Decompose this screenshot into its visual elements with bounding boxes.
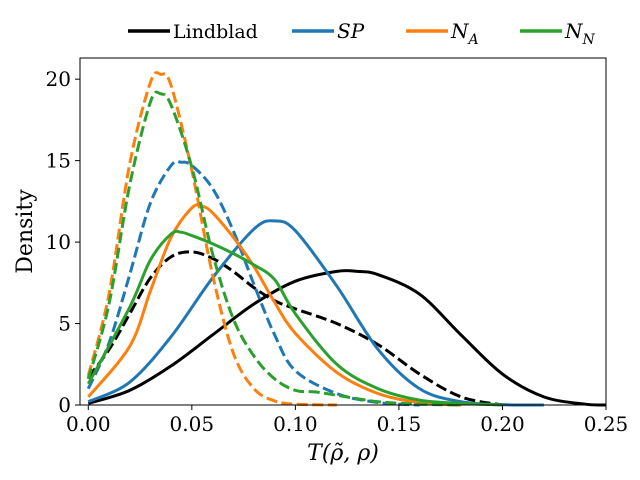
legend-entry: NA xyxy=(406,19,479,48)
x-tick-label: 0.25 xyxy=(584,412,629,436)
x-axis-label: T(ρ̃, ρ) xyxy=(307,441,379,466)
series-line-sp-solid xyxy=(87,219,544,407)
y-tick-label: 20 xyxy=(46,67,71,91)
legend-entry: NN xyxy=(520,19,596,48)
legend-label: NN xyxy=(564,19,596,48)
series-line-n-a-dashed xyxy=(86,71,337,407)
legend-label: Lindblad xyxy=(173,21,258,43)
plot-curves xyxy=(86,71,607,407)
x-tick-label: 0.20 xyxy=(480,412,525,436)
legend-entry: SP xyxy=(292,19,365,43)
legend-entry: Lindblad xyxy=(128,21,258,43)
legend-label: SP xyxy=(337,19,365,43)
legend-label: NA xyxy=(450,19,479,48)
y-tick-label: 10 xyxy=(46,230,71,254)
x-tick-label: 0.15 xyxy=(377,412,422,436)
legend: Lindblad SP NA NN xyxy=(128,19,596,48)
y-tick-label: 5 xyxy=(58,312,71,336)
x-tick-label: 0.00 xyxy=(66,412,111,436)
y-tick-label: 15 xyxy=(46,149,71,173)
series-line-n-a-solid xyxy=(87,203,462,407)
series-line-n-n-dashed xyxy=(86,90,462,407)
y-tick-label: 0 xyxy=(58,393,71,417)
axis-ticks: 0.00 0.05 0.10 0.15 0.20 0.25 0 5 10 15 20 xyxy=(46,67,629,436)
x-tick-label: 0.05 xyxy=(170,412,215,436)
series-line-lindblad-dashed xyxy=(87,250,503,407)
series-line-lindblad-solid xyxy=(87,269,607,407)
x-tick-label: 0.10 xyxy=(273,412,318,436)
y-axis-label: Density xyxy=(13,189,38,274)
series-line-sp-dashed xyxy=(86,159,420,407)
series-line-n-n-solid xyxy=(86,229,503,407)
plot-frame xyxy=(79,57,607,406)
